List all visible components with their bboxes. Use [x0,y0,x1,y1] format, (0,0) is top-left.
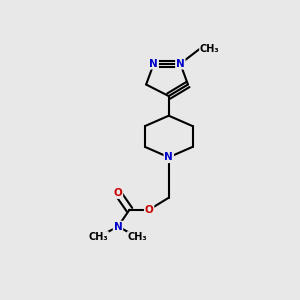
Text: CH₃: CH₃ [88,232,108,242]
Text: CH₃: CH₃ [128,232,147,242]
Text: CH₃: CH₃ [200,44,220,54]
Text: O: O [145,205,154,215]
Text: O: O [114,188,122,198]
Text: N: N [164,152,173,162]
Text: N: N [114,222,122,232]
Text: N: N [149,59,158,69]
Text: N: N [176,59,185,69]
